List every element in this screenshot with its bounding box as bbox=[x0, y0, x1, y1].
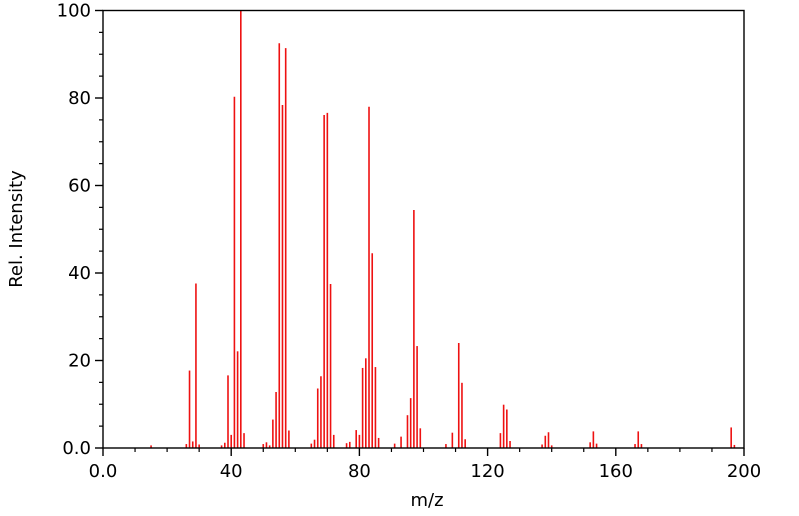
y-tick-label: 100 bbox=[57, 1, 91, 22]
y-tick-label: 40 bbox=[68, 263, 91, 284]
y-tick-label: 20 bbox=[68, 351, 91, 372]
x-tick-label: 200 bbox=[727, 461, 761, 482]
y-tick-label: 0.0 bbox=[62, 438, 91, 459]
y-tick-label: 60 bbox=[68, 176, 91, 197]
x-tick-label: 40 bbox=[220, 461, 243, 482]
x-tick-label: 160 bbox=[599, 461, 633, 482]
x-tick-label: 80 bbox=[348, 461, 371, 482]
x-tick-label: 0.0 bbox=[89, 461, 118, 482]
x-tick-label: 120 bbox=[470, 461, 504, 482]
plot-frame bbox=[102, 9, 745, 449]
y-axis-label: Rel. Intensity bbox=[6, 170, 27, 288]
x-axis-label: m/z bbox=[410, 490, 443, 511]
y-tick-label: 80 bbox=[68, 88, 91, 109]
